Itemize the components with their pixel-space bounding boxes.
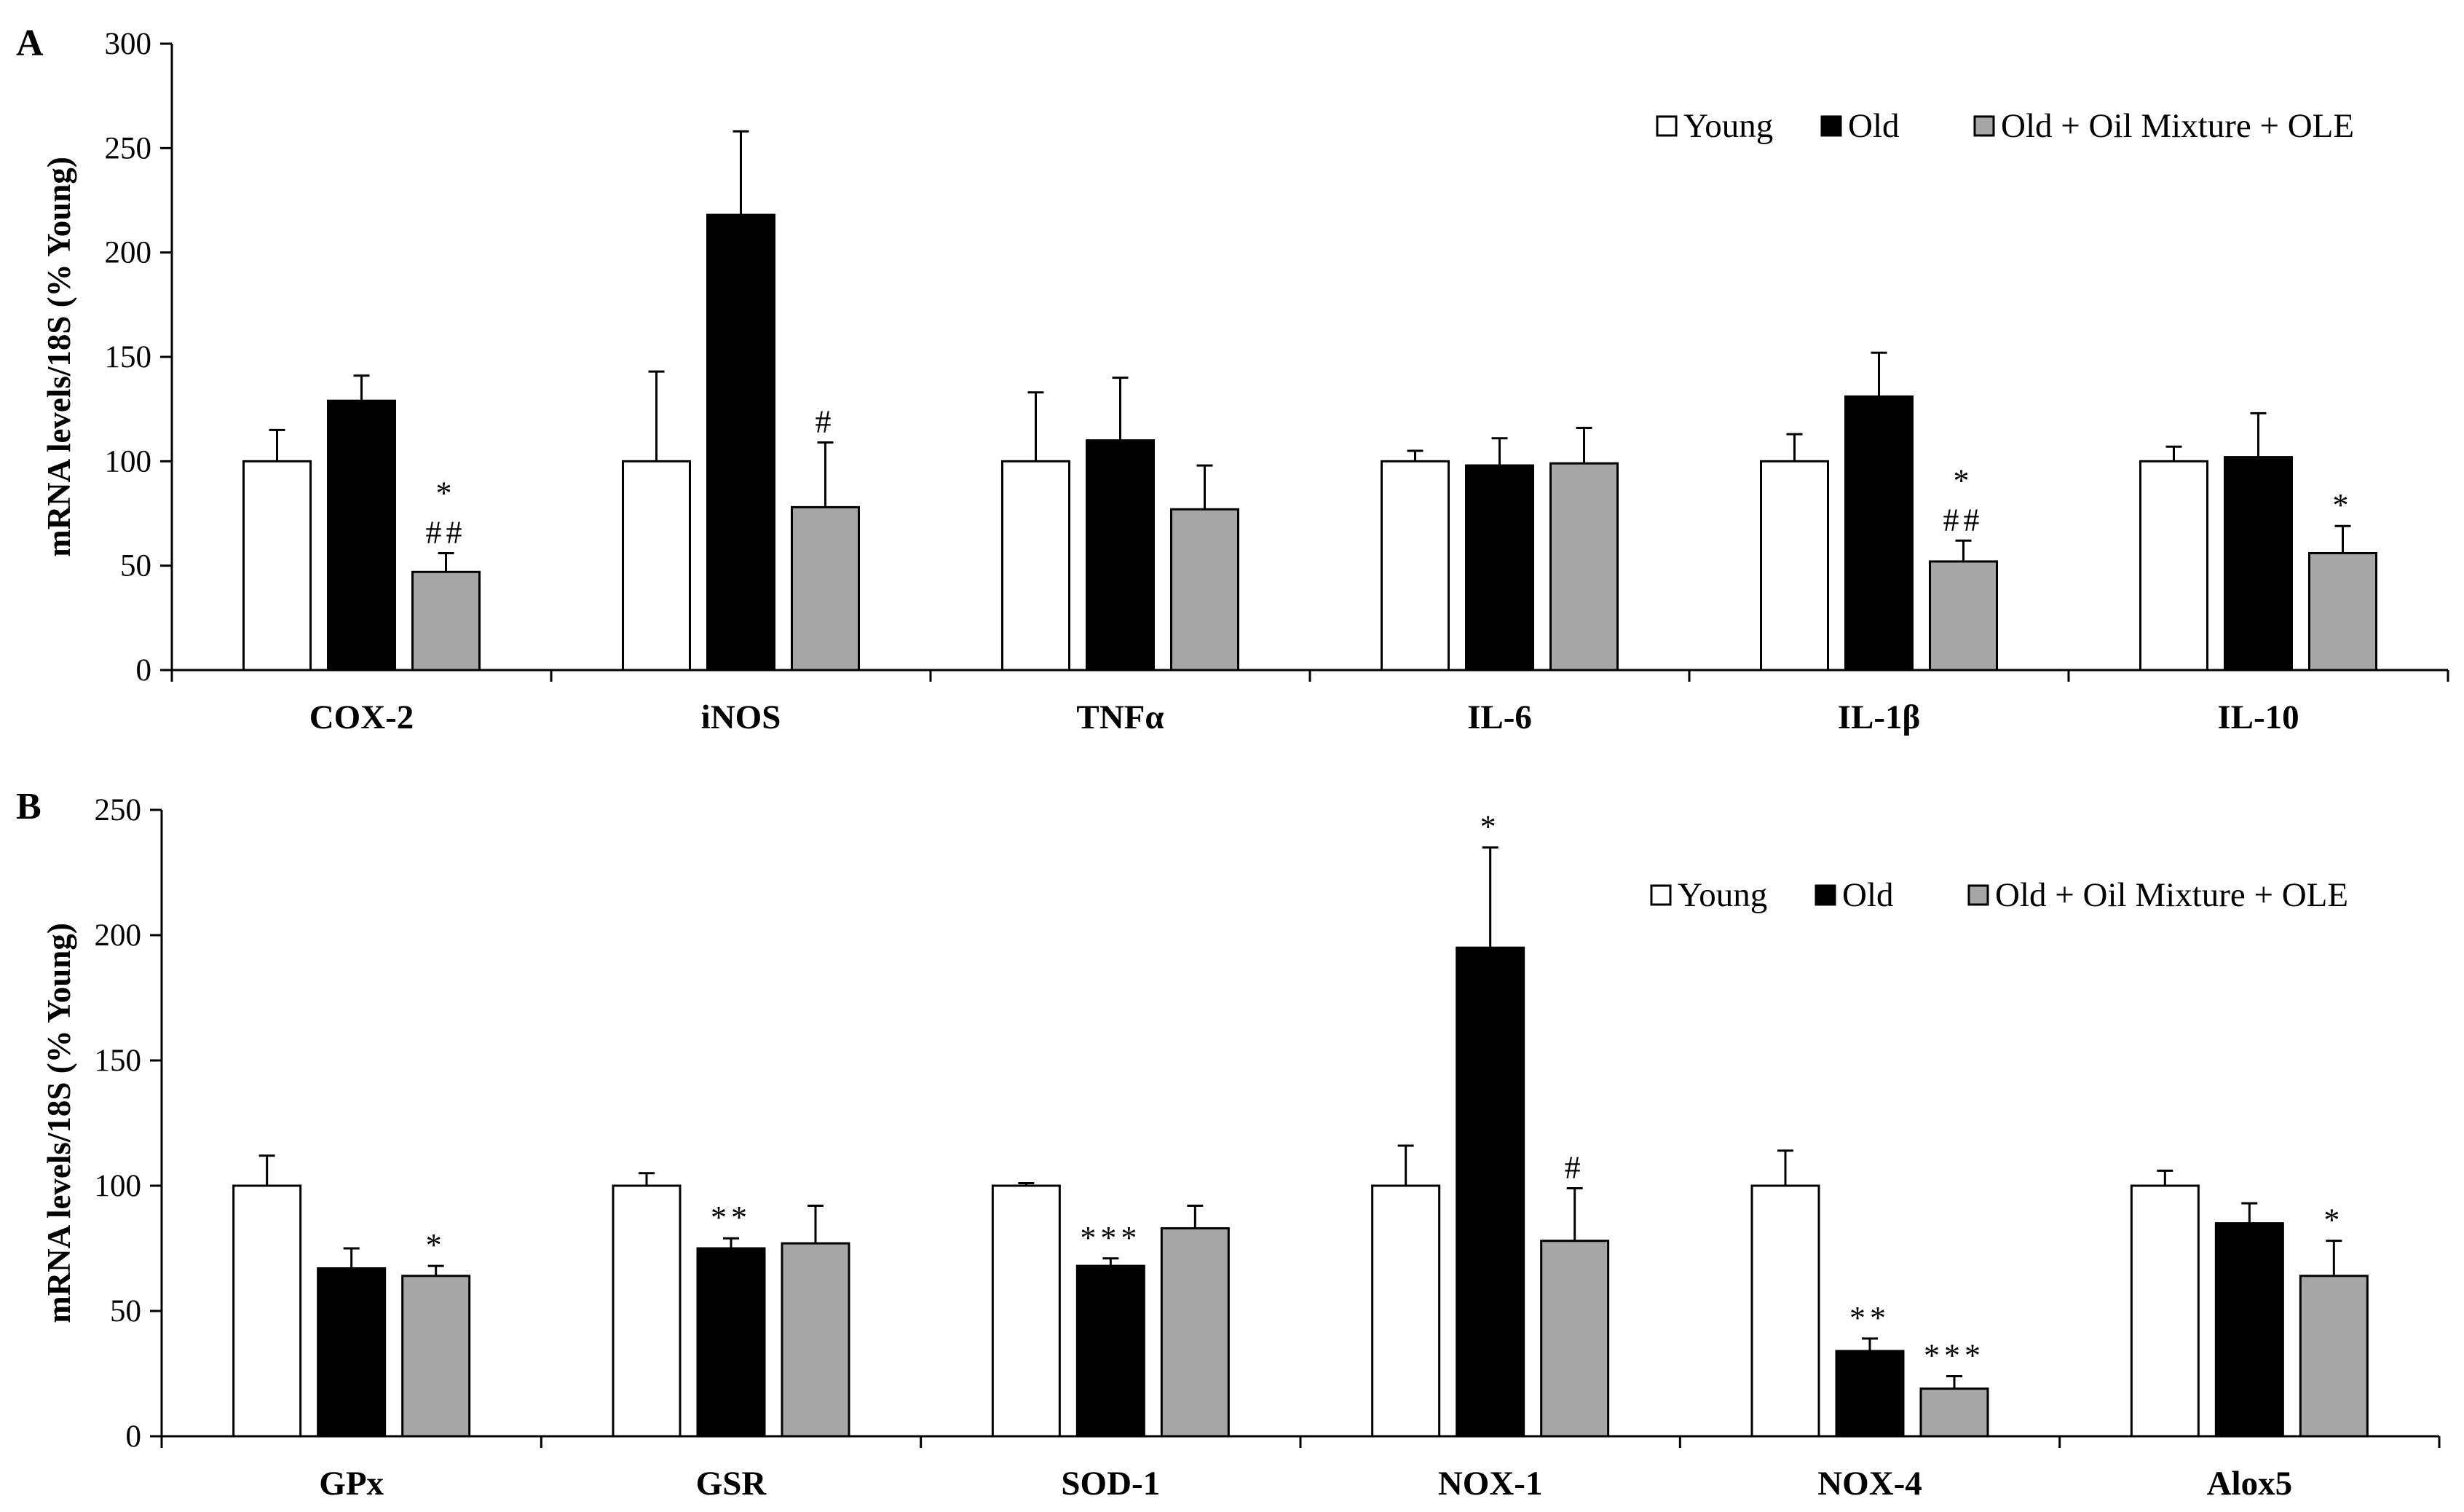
y-tick-label: 0 [136,653,152,688]
x-category-label: COX-2 [309,698,414,736]
y-tick-label: 200 [105,236,152,270]
bar-young-5 [2139,460,2208,672]
significance-mark: * [436,475,457,511]
legend-label: Old [1842,876,1894,914]
bar-old-oil-mixture-ole-4 [1929,560,1998,672]
y-tick-label: 250 [105,131,152,165]
significance-mark: ## [1943,502,1984,538]
legend-label: Old + Oil Mixture + OLE [2001,107,2354,145]
significance-mark: *** [1924,1337,1985,1373]
y-tick-label: 200 [95,918,142,953]
bar-young-2 [991,1184,1061,1438]
legend-swatch [1967,884,1989,906]
legend-swatch [1656,115,1678,137]
bar-young-3 [1371,1184,1441,1438]
y-tick-label: 300 [105,27,152,61]
bar-old-1 [696,1247,766,1438]
legend-swatch [1973,115,1995,137]
significance-mark: * [2333,487,2353,523]
bar-young-4 [1760,460,1829,672]
y-axis-label: mRNA levels/18S (% Young) [41,923,77,1323]
significance-mark: * [1480,809,1501,845]
bar-old-oil-mixture-ole-3 [1540,1240,1610,1438]
bar-young-1 [622,460,691,672]
legend-swatch [1815,884,1836,906]
x-category-label: GSR [696,1465,767,1503]
x-category-label: NOX-1 [1438,1465,1543,1503]
y-axis-label: mRNA levels/18S (% Young) [41,157,77,557]
bar-young-0 [232,1184,302,1438]
legend-label: Old + Oil Mixture + OLE [1995,876,2348,914]
bar-old-2 [1075,1264,1145,1438]
bar-old-1 [706,213,775,672]
bar-young-5 [2130,1184,2200,1438]
bar-old-0 [327,399,396,672]
bar-old-oil-mixture-ole-2 [1160,1226,1230,1438]
x-category-label: SOD-1 [1061,1465,1160,1503]
significance-mark: * [1954,462,1974,498]
y-tick-label: 250 [95,793,142,827]
bar-old-oil-mixture-ole-3 [1549,462,1619,672]
significance-mark: * [2323,1202,2344,1238]
bar-old-oil-mixture-ole-0 [411,570,481,672]
bar-old-3 [1456,946,1525,1438]
significance-mark: ** [1849,1300,1890,1336]
y-tick-label: 100 [105,444,152,479]
significance-mark: # [1565,1149,1585,1185]
bar-old-0 [317,1267,387,1438]
bar-old-oil-mixture-ole-1 [791,505,860,672]
bar-old-oil-mixture-ole-2 [1170,508,1239,672]
x-category-label: IL-1β [1838,698,1921,736]
bar-old-oil-mixture-ole-5 [2308,551,2377,672]
significance-mark: *** [1080,1220,1141,1256]
bar-young-1 [612,1184,682,1438]
bar-young-3 [1381,460,1450,672]
bar-old-5 [2224,456,2293,672]
bar-old-oil-mixture-ole-4 [1919,1387,1989,1438]
y-tick-label: 100 [95,1169,142,1203]
y-tick-label: 0 [126,1420,142,1454]
y-tick-label: 150 [105,340,152,374]
bar-old-5 [2214,1222,2284,1438]
bar-old-3 [1465,464,1534,672]
significance-mark: * [426,1227,446,1263]
bar-old-oil-mixture-ole-5 [2299,1275,2369,1438]
bar-young-2 [1001,460,1070,672]
x-category-label: iNOS [701,698,781,736]
bar-young-4 [1750,1184,1820,1438]
x-category-label: IL-10 [2217,698,2299,736]
bar-old-2 [1086,439,1155,672]
panel-label: B [16,786,42,827]
x-category-label: NOX-4 [1817,1465,1922,1503]
legend-swatch [1820,115,1842,137]
legend-label: Young [1678,876,1767,914]
x-category-label: Alox5 [2207,1465,2293,1503]
panel-label: A [16,23,44,64]
bar-old-4 [1835,1350,1905,1438]
significance-mark: ## [426,514,467,550]
y-tick-label: 50 [110,1294,141,1328]
y-tick-label: 150 [95,1044,142,1078]
significance-mark: # [816,404,836,440]
x-category-label: GPx [319,1465,384,1503]
bar-old-4 [1844,395,1914,672]
bar-old-oil-mixture-ole-1 [781,1242,850,1438]
y-tick-label: 50 [120,549,151,583]
legend-label: Old [1848,107,1900,145]
legend-swatch [1650,884,1672,906]
bar-young-0 [242,460,312,672]
x-category-label: IL-6 [1467,698,1532,736]
legend-label: Young [1683,107,1773,145]
significance-mark: ** [711,1200,751,1235]
bar-old-oil-mixture-ole-0 [401,1275,471,1438]
x-category-label: TNFα [1076,698,1164,736]
